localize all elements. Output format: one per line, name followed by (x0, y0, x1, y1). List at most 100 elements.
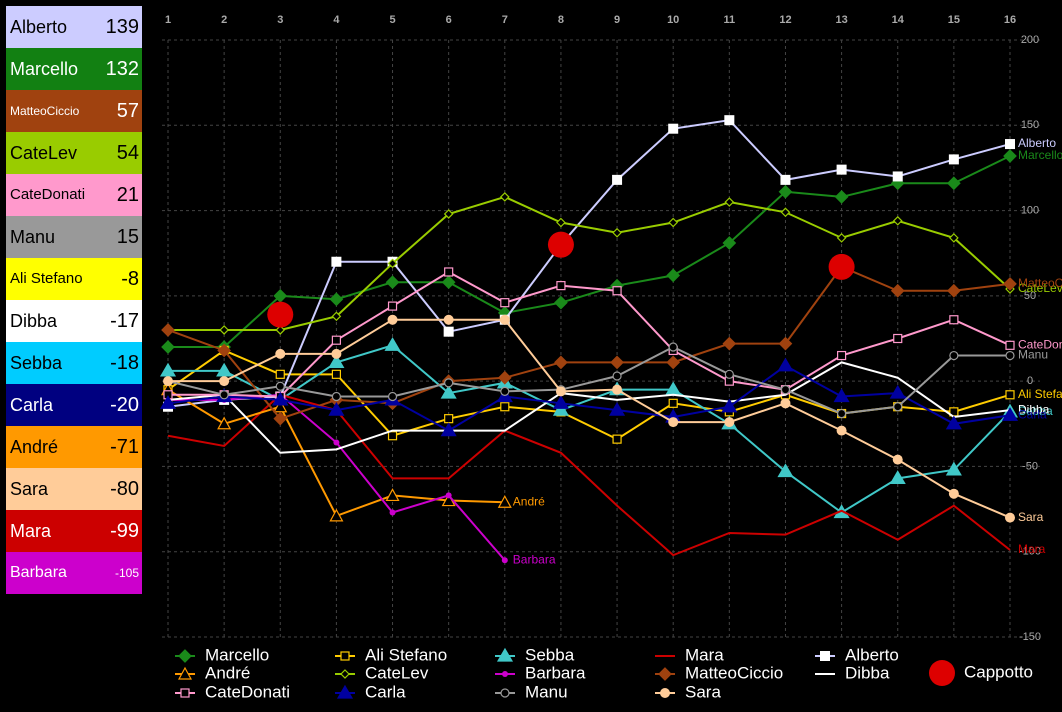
legend-label: CateLev (365, 663, 429, 682)
x-tick-label: 12 (779, 14, 791, 26)
data-point (949, 315, 959, 325)
legend-label: Cappotto (964, 662, 1033, 681)
cappotto-marker (547, 231, 574, 258)
player-score: -80 (110, 478, 139, 500)
data-point (275, 369, 285, 379)
data-point (556, 217, 566, 228)
data-point (1005, 390, 1015, 400)
data-point (217, 343, 231, 358)
data-point (612, 434, 622, 444)
data-point (836, 408, 847, 419)
legend-label: Sara (685, 682, 721, 701)
series-line (167, 345, 1010, 415)
player-name: CateLev (10, 143, 78, 163)
score-row: Carla -20 (6, 384, 142, 426)
data-point (443, 314, 454, 325)
data-point (778, 336, 793, 351)
data-point (385, 488, 400, 502)
data-point (275, 381, 285, 391)
data-point (387, 314, 398, 325)
score-row: MatteoCiccio 57 (6, 90, 142, 132)
data-point (219, 390, 229, 400)
data-point (892, 454, 903, 465)
data-point (1001, 407, 1019, 421)
score-row: Dibba -17 (6, 300, 142, 342)
legend-marker (178, 649, 192, 663)
data-point (387, 431, 398, 441)
series-line (167, 364, 1011, 432)
series-end-label: Alberto (1018, 136, 1056, 150)
player-name: Ali Stefano (10, 270, 83, 287)
data-point (724, 197, 735, 207)
legend-marker (336, 684, 354, 699)
data-point (497, 370, 512, 385)
data-point (331, 348, 342, 359)
data-point (1005, 340, 1015, 350)
x-tick-label: 16 (1004, 14, 1016, 26)
legend-marker (929, 660, 955, 686)
data-point (948, 154, 959, 165)
data-point (501, 557, 508, 564)
data-point (890, 283, 905, 298)
cappotto-marker (267, 301, 294, 328)
score-row: Manu 15 (6, 216, 142, 258)
data-point (555, 386, 566, 397)
data-point (777, 357, 794, 372)
legend-marker (502, 671, 508, 677)
player-score: -8 (121, 268, 139, 290)
score-row: Barbara -105 (6, 552, 142, 594)
data-point (893, 402, 903, 412)
legend-marker (177, 666, 193, 680)
y-tick-label: -100 (1019, 546, 1041, 558)
data-point (1003, 149, 1017, 163)
data-point (836, 233, 847, 243)
player-name: André (10, 437, 59, 457)
player-name: Alberto (10, 17, 68, 37)
data-point (217, 416, 232, 430)
player-score: -71 (110, 436, 139, 458)
data-point (721, 398, 738, 413)
data-point (666, 355, 681, 370)
data-point (945, 461, 962, 476)
data-point (612, 174, 623, 185)
score-row: Mara -99 (6, 510, 142, 552)
series-line (168, 318, 1011, 519)
series-end-label: Mara (1018, 542, 1046, 556)
series-line (167, 361, 1011, 454)
data-point (328, 401, 345, 416)
data-point (331, 311, 342, 322)
y-tick-label: 200 (1021, 34, 1039, 46)
data-point (609, 401, 626, 416)
data-point (668, 398, 678, 408)
legend-label: Marcello (205, 645, 269, 664)
legend-marker (820, 651, 830, 661)
score-row: CateLev 54 (6, 132, 142, 174)
data-point (668, 217, 679, 228)
legend-label: Manu (525, 682, 568, 701)
x-tick-label: 7 (502, 14, 508, 26)
player-score: -20 (110, 394, 139, 416)
data-point (947, 283, 961, 298)
player-score: -99 (110, 520, 139, 542)
y-tick-label: -50 (1022, 460, 1038, 472)
player-score: 139 (105, 16, 139, 38)
legend-marker (658, 667, 672, 681)
data-point (666, 268, 681, 283)
data-point (556, 281, 566, 291)
data-point (500, 402, 510, 412)
series-end-label: Sara (1018, 510, 1044, 524)
data-point (331, 369, 341, 379)
data-point (947, 176, 961, 191)
x-tick-label: 1 (165, 14, 171, 26)
x-tick-label: 3 (277, 14, 283, 26)
cappotto-marker (828, 253, 855, 280)
data-point (722, 236, 737, 250)
score-row: Sara -80 (6, 468, 142, 510)
series-line (167, 265, 1011, 420)
series-end-label: Dibba (1018, 402, 1050, 416)
data-point (554, 295, 568, 310)
data-point (161, 323, 175, 337)
data-point (668, 417, 679, 428)
x-tick-label: 11 (724, 14, 736, 26)
series-end-label: CateLev (1018, 281, 1062, 295)
